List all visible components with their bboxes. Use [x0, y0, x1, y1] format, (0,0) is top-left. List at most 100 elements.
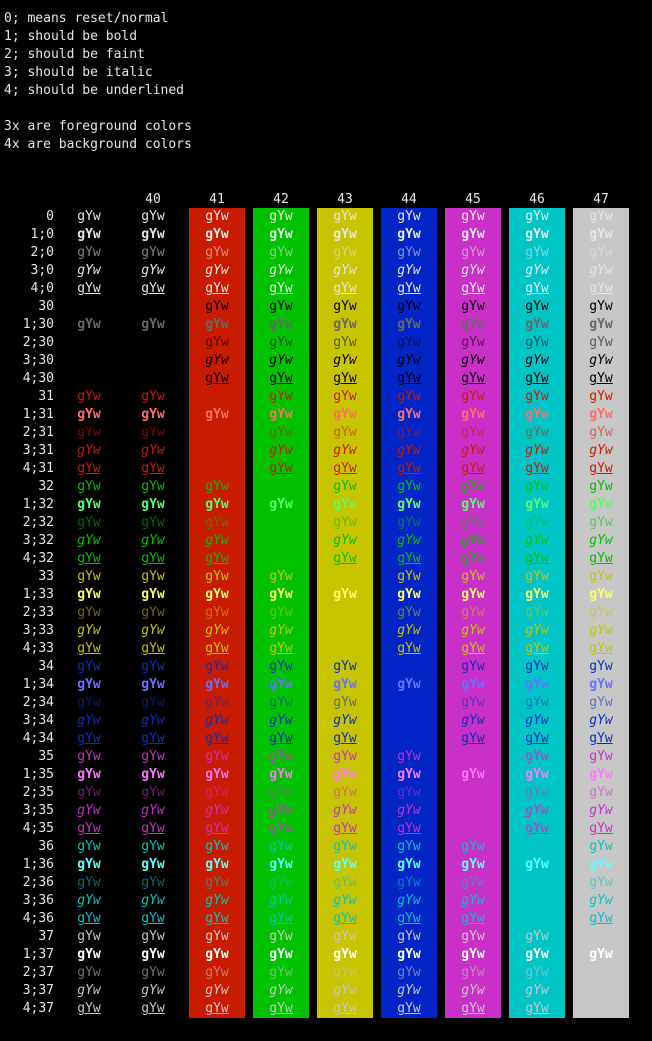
color-sample: gYw — [333, 533, 357, 548]
color-sample: gYw — [333, 209, 357, 224]
color-sample: gYw — [333, 497, 357, 512]
row-label: 0 — [46, 209, 54, 224]
color-sample: gYw — [205, 911, 229, 926]
color-sample: gYw — [269, 209, 293, 224]
color-sample: gYw — [397, 425, 421, 440]
color-sample: gYw — [205, 623, 229, 638]
row-label: 35 — [38, 749, 54, 764]
row-label: 4;31 — [22, 461, 54, 476]
color-sample: gYw — [461, 443, 485, 458]
color-sample: gYw — [589, 299, 613, 314]
color-sample: gYw — [525, 695, 549, 710]
color-sample: gYw — [141, 983, 165, 998]
color-sample: gYw — [141, 227, 165, 242]
color-sample: gYw — [589, 713, 613, 728]
color-sample: gYw — [397, 605, 421, 620]
row-label: 3;30 — [22, 353, 54, 368]
row-label: 31 — [38, 389, 54, 404]
color-sample: gYw — [269, 623, 293, 638]
row-label: 2;31 — [22, 425, 54, 440]
color-sample: gYw — [141, 749, 165, 764]
color-sample: gYw — [461, 857, 485, 872]
color-sample: gYw — [525, 983, 549, 998]
color-sample: gYw — [269, 587, 293, 602]
color-sample: gYw — [141, 605, 165, 620]
color-sample: gYw — [205, 857, 229, 872]
color-sample: gYw — [397, 857, 421, 872]
color-sample: gYw — [205, 317, 229, 332]
color-sample: gYw — [397, 767, 421, 782]
color-sample: gYw — [589, 731, 613, 746]
color-sample: gYw — [269, 605, 293, 620]
color-sample: gYw — [77, 731, 101, 746]
row-label: 1;32 — [22, 497, 54, 512]
color-sample: gYw — [397, 821, 421, 836]
color-sample: gYw — [269, 227, 293, 242]
color-sample: gYw — [589, 461, 613, 476]
color-sample: gYw — [525, 371, 549, 386]
color-sample: gYw — [205, 767, 229, 782]
color-sample: gYw — [77, 1001, 101, 1016]
color-sample: gYw — [77, 695, 101, 710]
color-sample: gYw — [461, 767, 485, 782]
column-header: 43 — [337, 192, 353, 207]
color-sample: gYw — [269, 299, 293, 314]
color-sample: gYw — [141, 443, 165, 458]
color-sample: gYw — [589, 407, 613, 422]
color-sample: gYw — [269, 839, 293, 854]
color-sample: gYw — [77, 389, 101, 404]
color-sample: gYw — [525, 659, 549, 674]
row-label: 36 — [38, 839, 54, 854]
color-sample: gYw — [589, 335, 613, 350]
row-label: 4;0 — [30, 281, 54, 296]
color-sample: gYw — [141, 947, 165, 962]
color-sample: gYw — [205, 893, 229, 908]
color-sample: gYw — [77, 947, 101, 962]
color-sample: gYw — [141, 497, 165, 512]
color-sample: gYw — [77, 623, 101, 638]
color-sample: gYw — [461, 281, 485, 296]
color-sample: gYw — [525, 803, 549, 818]
color-sample: gYw — [461, 983, 485, 998]
color-sample: gYw — [397, 623, 421, 638]
color-sample: gYw — [461, 569, 485, 584]
row-label: 1;31 — [22, 407, 54, 422]
color-sample: gYw — [589, 821, 613, 836]
color-sample: gYw — [77, 983, 101, 998]
color-sample: gYw — [525, 821, 549, 836]
row-label: 3;36 — [22, 893, 54, 908]
color-sample: gYw — [461, 587, 485, 602]
row-label: 4;37 — [22, 1001, 54, 1016]
row-label: 4;32 — [22, 551, 54, 566]
intro-line: 2; should be faint — [4, 47, 145, 62]
color-sample: gYw — [461, 227, 485, 242]
row-label: 3;0 — [30, 263, 54, 278]
color-sample: gYw — [397, 785, 421, 800]
color-sample: gYw — [205, 569, 229, 584]
row-label: 1;30 — [22, 317, 54, 332]
color-sample: gYw — [333, 875, 357, 890]
color-sample: gYw — [77, 659, 101, 674]
color-sample: gYw — [589, 263, 613, 278]
bg-column-46 — [509, 208, 565, 1018]
color-sample: gYw — [461, 677, 485, 692]
color-sample: gYw — [269, 281, 293, 296]
color-sample: gYw — [525, 281, 549, 296]
color-sample: gYw — [525, 389, 549, 404]
color-sample: gYw — [397, 641, 421, 656]
color-sample: gYw — [269, 641, 293, 656]
color-sample: gYw — [141, 425, 165, 440]
color-sample: gYw — [141, 857, 165, 872]
color-sample: gYw — [77, 839, 101, 854]
row-label: 2;36 — [22, 875, 54, 890]
color-sample: gYw — [397, 371, 421, 386]
color-sample: gYw — [525, 713, 549, 728]
color-sample: gYw — [589, 425, 613, 440]
color-sample: gYw — [333, 893, 357, 908]
color-sample: gYw — [525, 749, 549, 764]
color-sample: gYw — [141, 785, 165, 800]
color-sample: gYw — [525, 407, 549, 422]
color-sample: gYw — [269, 893, 293, 908]
color-sample: gYw — [205, 749, 229, 764]
